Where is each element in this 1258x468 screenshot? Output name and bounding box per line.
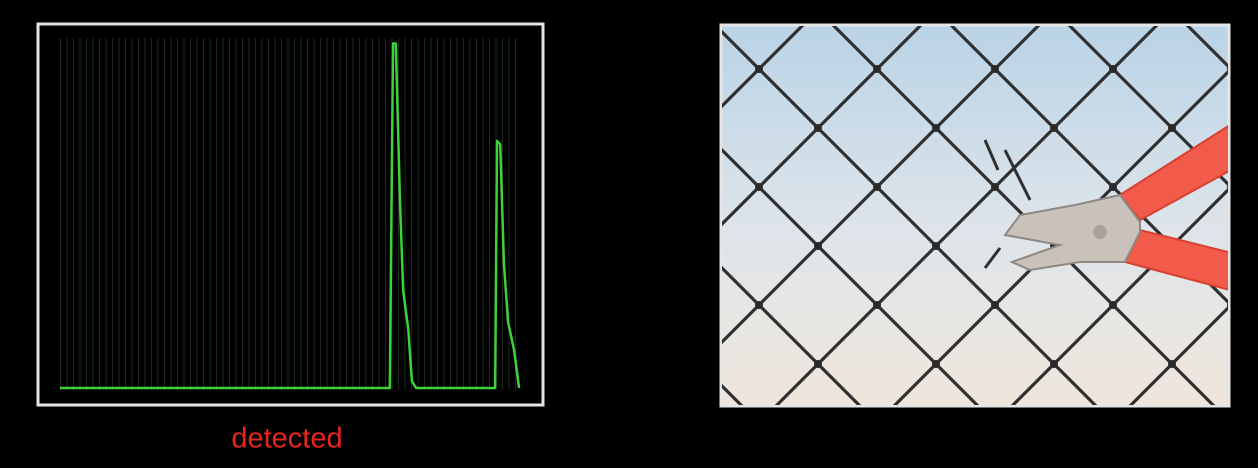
cut-wire	[983, 139, 1032, 269]
status-label: detected	[231, 423, 342, 455]
pliers	[1003, 125, 1228, 291]
plot	[60, 42, 521, 390]
signal-line	[60, 42, 521, 390]
fence-illustration	[722, 26, 1228, 405]
monitor-grid	[60, 38, 520, 390]
chain-link-fence	[722, 26, 1228, 405]
